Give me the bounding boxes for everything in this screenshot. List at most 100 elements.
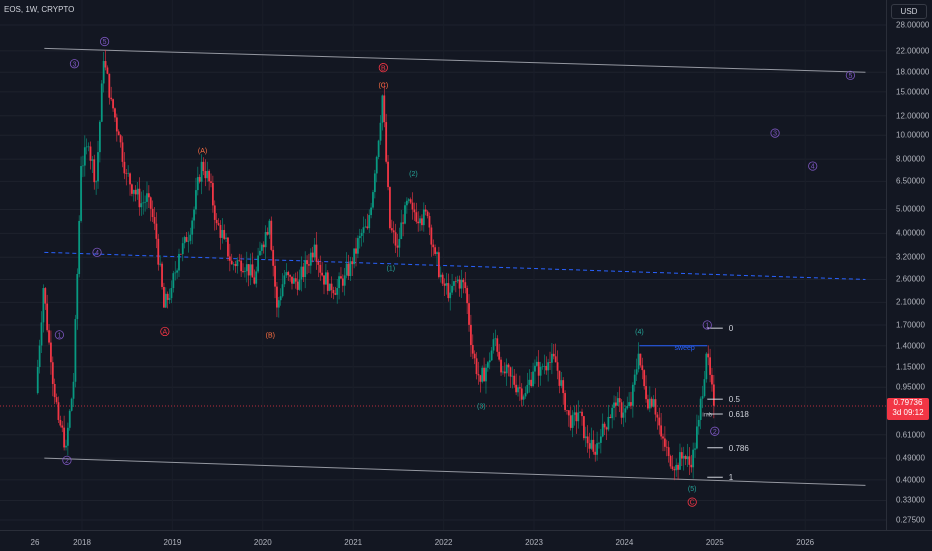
- candle-body: [36, 366, 39, 394]
- candle-body: [584, 436, 587, 439]
- candle-body: [381, 95, 384, 123]
- candle-body: [144, 201, 146, 203]
- candle-body: [377, 140, 380, 158]
- wave-label: 3: [773, 131, 777, 138]
- candle-body: [202, 161, 205, 172]
- candle-body: [567, 410, 570, 416]
- fib-level-label: 0.618: [729, 410, 750, 419]
- candle-body: [123, 161, 126, 174]
- candle-body: [304, 260, 307, 278]
- candle-body: [217, 223, 220, 225]
- candle-body: [245, 264, 248, 272]
- candle-body: [277, 300, 280, 308]
- candle-body: [283, 275, 286, 285]
- candle-body: [466, 288, 469, 304]
- candle-body: [44, 288, 47, 304]
- candle-body: [187, 240, 190, 242]
- candle-body: [411, 202, 414, 210]
- candle-body: [155, 223, 158, 239]
- current-price-badge: 0.79736 3d 09:12: [887, 398, 929, 420]
- candle-body: [443, 283, 446, 286]
- candle-body: [511, 375, 514, 377]
- candle-body: [385, 122, 388, 162]
- wave-label-circle: [62, 455, 72, 465]
- candle-body: [183, 237, 186, 244]
- candle-body: [507, 364, 510, 368]
- candle-body: [104, 61, 107, 68]
- candle-body: [336, 288, 339, 295]
- wave-label: 4: [95, 250, 99, 257]
- candle-body: [552, 353, 555, 357]
- candle-body: [405, 200, 408, 206]
- candle-body: [583, 416, 585, 439]
- candle-layer: [36, 49, 715, 481]
- candle-body: [528, 379, 531, 385]
- price-tick-label: 4.00000: [896, 228, 925, 238]
- candle-body: [191, 220, 194, 235]
- wave-label: imb: [702, 413, 712, 419]
- candle-body: [662, 436, 664, 439]
- candle-body: [569, 415, 572, 428]
- candle-body: [272, 249, 275, 266]
- currency-button[interactable]: USD: [891, 4, 927, 19]
- label-layer: 3 5 1 2 4 A (A) (B) B (C) (1) (2) (3) (4) (5) C 1 2 3 4 5 swe…: [54, 36, 856, 507]
- candle-body: [53, 383, 56, 398]
- candle-body: [643, 370, 646, 387]
- candle-body: [620, 402, 623, 418]
- wave-label-circle: [160, 326, 170, 337]
- candle-body: [78, 220, 81, 274]
- price-tick-label: 5.00000: [896, 204, 925, 214]
- wave-label-circle: [100, 36, 110, 47]
- wave-label: 1: [57, 332, 61, 339]
- candle-body: [236, 260, 239, 267]
- candle-body: [669, 455, 672, 467]
- candle-body: [383, 95, 386, 123]
- candle-body: [83, 147, 86, 166]
- candle-body: [89, 146, 92, 161]
- candle-body: [164, 293, 167, 308]
- candle-body: [355, 248, 357, 254]
- candle-body: [703, 379, 706, 397]
- price-tick-label: 1.70000: [896, 320, 925, 330]
- candle-body: [74, 319, 77, 382]
- candle-body: [650, 398, 653, 407]
- price-tick-label: 3.20000: [896, 252, 925, 262]
- candle-body: [462, 279, 465, 283]
- candle-body: [138, 188, 141, 208]
- candle-body: [153, 217, 156, 224]
- wave-label: (5): [688, 486, 697, 493]
- candle-body: [404, 205, 406, 224]
- candle-body: [298, 279, 301, 290]
- candle-body: [598, 442, 600, 444]
- wave-label: 5: [848, 73, 852, 80]
- candle-body: [136, 188, 139, 195]
- candle-body: [500, 359, 502, 373]
- candle-body: [106, 67, 109, 74]
- candle-body: [517, 387, 519, 393]
- time-axis[interactable]: [0, 530, 932, 551]
- candle-body: [554, 356, 557, 363]
- candle-body: [238, 260, 241, 261]
- candle-body: [513, 375, 516, 385]
- candle-body: [70, 398, 73, 411]
- candle-body: [479, 375, 482, 382]
- price-tick-label: 1.40000: [896, 341, 925, 351]
- candle-body: [688, 456, 691, 465]
- bar-countdown: 3d 09:12: [892, 408, 924, 417]
- candle-body: [324, 272, 327, 285]
- candle-body: [232, 263, 235, 265]
- candle-body: [225, 237, 227, 239]
- price-tick-label: 8.00000: [896, 154, 925, 164]
- candle-body: [445, 283, 448, 286]
- candle-body: [605, 427, 608, 430]
- candle-body: [665, 446, 668, 448]
- wave-label-circle: [54, 330, 65, 340]
- candle-body: [534, 365, 536, 372]
- candle-body: [159, 263, 162, 265]
- fib-level-label: 0.5: [729, 395, 741, 404]
- wave-label-circle: [808, 161, 818, 171]
- candle-body: [392, 230, 395, 233]
- price-axis[interactable]: [886, 0, 932, 530]
- price-chart[interactable]: 0 0.5 0.618 0.786 1 3 5 1 2 4 A (A) (B) B (C) (1) (2) (3…: [0, 0, 886, 530]
- candle-body: [682, 455, 685, 459]
